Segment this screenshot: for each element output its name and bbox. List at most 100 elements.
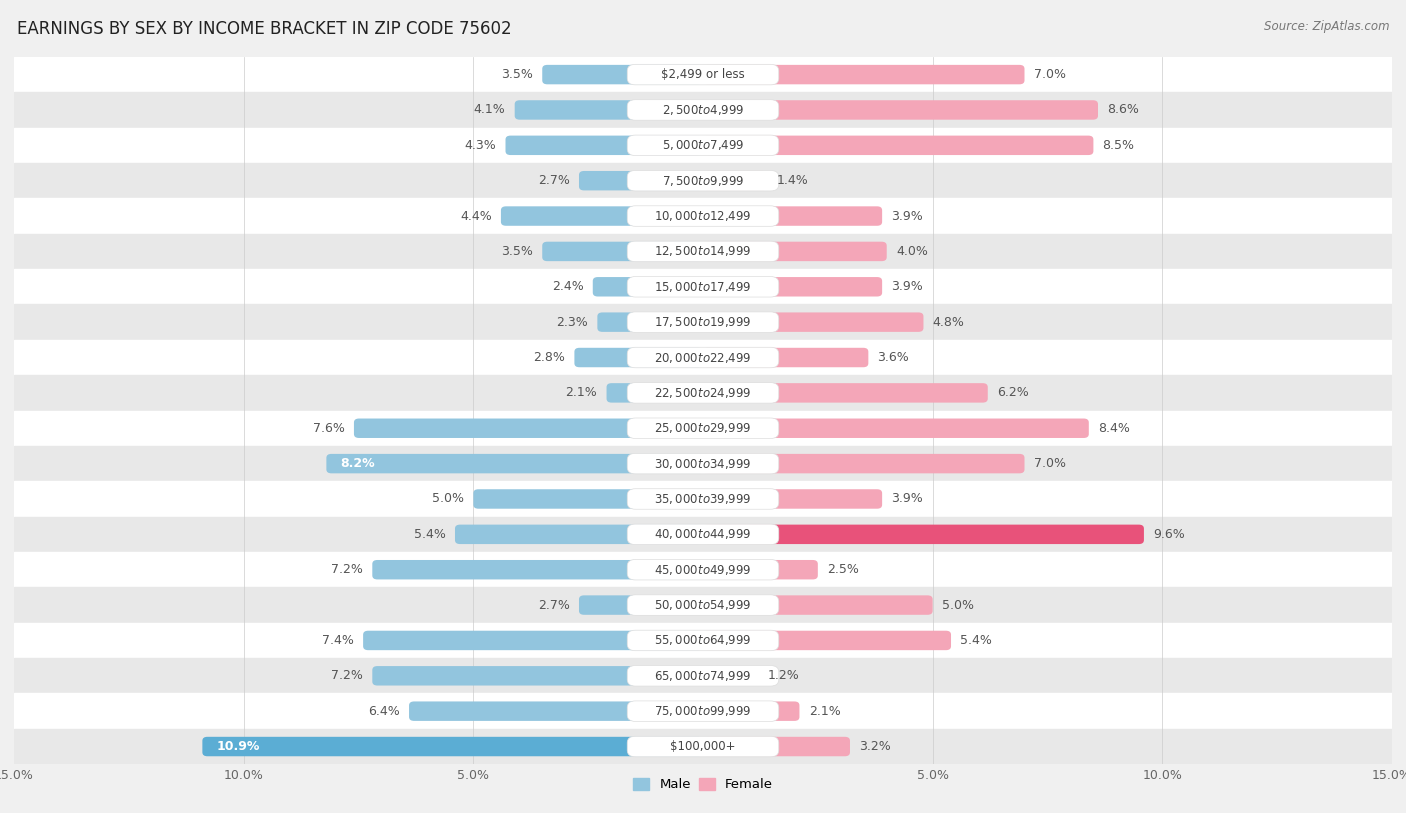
Text: $25,000 to $29,999: $25,000 to $29,999 [654, 421, 752, 435]
Bar [14, 340, 1392, 375]
Text: $15,000 to $17,499: $15,000 to $17,499 [654, 280, 752, 293]
Text: 7.4%: 7.4% [322, 634, 354, 647]
FancyBboxPatch shape [703, 65, 1025, 85]
FancyBboxPatch shape [501, 207, 703, 226]
Text: 2.1%: 2.1% [565, 386, 598, 399]
Text: $50,000 to $54,999: $50,000 to $54,999 [654, 598, 752, 612]
Text: $12,500 to $14,999: $12,500 to $14,999 [654, 245, 752, 259]
Text: 6.4%: 6.4% [368, 705, 399, 718]
Text: 2.1%: 2.1% [808, 705, 841, 718]
FancyBboxPatch shape [627, 454, 779, 474]
FancyBboxPatch shape [703, 348, 869, 367]
Bar [14, 552, 1392, 587]
FancyBboxPatch shape [703, 560, 818, 580]
FancyBboxPatch shape [703, 100, 1098, 120]
FancyBboxPatch shape [543, 241, 703, 261]
Text: 10.9%: 10.9% [217, 740, 260, 753]
FancyBboxPatch shape [703, 277, 882, 297]
Text: $17,500 to $19,999: $17,500 to $19,999 [654, 315, 752, 329]
Text: $10,000 to $12,499: $10,000 to $12,499 [654, 209, 752, 223]
Text: 8.4%: 8.4% [1098, 422, 1130, 435]
Text: 5.0%: 5.0% [432, 493, 464, 506]
Text: 7.0%: 7.0% [1033, 457, 1066, 470]
Text: 4.0%: 4.0% [896, 245, 928, 258]
Text: 1.2%: 1.2% [768, 669, 799, 682]
FancyBboxPatch shape [363, 631, 703, 650]
FancyBboxPatch shape [627, 666, 779, 686]
FancyBboxPatch shape [627, 312, 779, 333]
Text: 2.7%: 2.7% [538, 598, 569, 611]
FancyBboxPatch shape [515, 100, 703, 120]
Text: 4.4%: 4.4% [460, 210, 492, 223]
FancyBboxPatch shape [627, 737, 779, 757]
FancyBboxPatch shape [627, 64, 779, 85]
FancyBboxPatch shape [703, 419, 1088, 438]
FancyBboxPatch shape [373, 560, 703, 580]
FancyBboxPatch shape [606, 383, 703, 402]
Text: 8.2%: 8.2% [340, 457, 375, 470]
FancyBboxPatch shape [627, 241, 779, 262]
FancyBboxPatch shape [627, 595, 779, 615]
Bar [14, 57, 1392, 92]
Bar [14, 198, 1392, 234]
FancyBboxPatch shape [627, 630, 779, 650]
Text: 4.3%: 4.3% [464, 139, 496, 152]
FancyBboxPatch shape [627, 524, 779, 545]
Text: $2,500 to $4,999: $2,500 to $4,999 [662, 103, 744, 117]
FancyBboxPatch shape [627, 100, 779, 120]
FancyBboxPatch shape [703, 702, 800, 721]
Text: 5.4%: 5.4% [960, 634, 993, 647]
FancyBboxPatch shape [627, 276, 779, 297]
FancyBboxPatch shape [703, 631, 950, 650]
Text: 3.9%: 3.9% [891, 493, 924, 506]
FancyBboxPatch shape [703, 489, 882, 509]
FancyBboxPatch shape [543, 65, 703, 85]
Text: 2.5%: 2.5% [827, 563, 859, 576]
FancyBboxPatch shape [703, 666, 758, 685]
FancyBboxPatch shape [326, 454, 703, 473]
FancyBboxPatch shape [627, 418, 779, 438]
Text: 6.2%: 6.2% [997, 386, 1029, 399]
Text: 2.4%: 2.4% [551, 280, 583, 293]
Text: 2.7%: 2.7% [538, 174, 569, 187]
Text: 3.5%: 3.5% [501, 68, 533, 81]
FancyBboxPatch shape [373, 666, 703, 685]
FancyBboxPatch shape [627, 701, 779, 721]
FancyBboxPatch shape [703, 241, 887, 261]
Text: $30,000 to $34,999: $30,000 to $34,999 [654, 457, 752, 471]
Bar [14, 693, 1392, 729]
Text: 8.5%: 8.5% [1102, 139, 1135, 152]
Bar [14, 446, 1392, 481]
FancyBboxPatch shape [575, 348, 703, 367]
Bar [14, 517, 1392, 552]
FancyBboxPatch shape [627, 489, 779, 509]
Text: 2.3%: 2.3% [557, 315, 588, 328]
FancyBboxPatch shape [703, 595, 932, 615]
Text: $5,000 to $7,499: $5,000 to $7,499 [662, 138, 744, 152]
FancyBboxPatch shape [627, 383, 779, 403]
Text: 3.2%: 3.2% [859, 740, 891, 753]
Text: EARNINGS BY SEX BY INCOME BRACKET IN ZIP CODE 75602: EARNINGS BY SEX BY INCOME BRACKET IN ZIP… [17, 20, 512, 38]
Bar [14, 623, 1392, 659]
Bar [14, 376, 1392, 411]
Bar [14, 411, 1392, 446]
Text: $75,000 to $99,999: $75,000 to $99,999 [654, 704, 752, 718]
FancyBboxPatch shape [579, 595, 703, 615]
Bar [14, 233, 1392, 269]
FancyBboxPatch shape [579, 171, 703, 190]
FancyBboxPatch shape [593, 277, 703, 297]
Text: 4.1%: 4.1% [474, 103, 506, 116]
Text: 7.0%: 7.0% [1033, 68, 1066, 81]
Text: 8.6%: 8.6% [1107, 103, 1139, 116]
FancyBboxPatch shape [598, 312, 703, 332]
Text: $2,499 or less: $2,499 or less [661, 68, 745, 81]
Bar [14, 659, 1392, 693]
FancyBboxPatch shape [703, 312, 924, 332]
Bar [14, 481, 1392, 517]
Text: 3.5%: 3.5% [501, 245, 533, 258]
Text: $35,000 to $39,999: $35,000 to $39,999 [654, 492, 752, 506]
FancyBboxPatch shape [627, 559, 779, 580]
Text: $45,000 to $49,999: $45,000 to $49,999 [654, 563, 752, 576]
Text: $65,000 to $74,999: $65,000 to $74,999 [654, 669, 752, 683]
FancyBboxPatch shape [474, 489, 703, 509]
